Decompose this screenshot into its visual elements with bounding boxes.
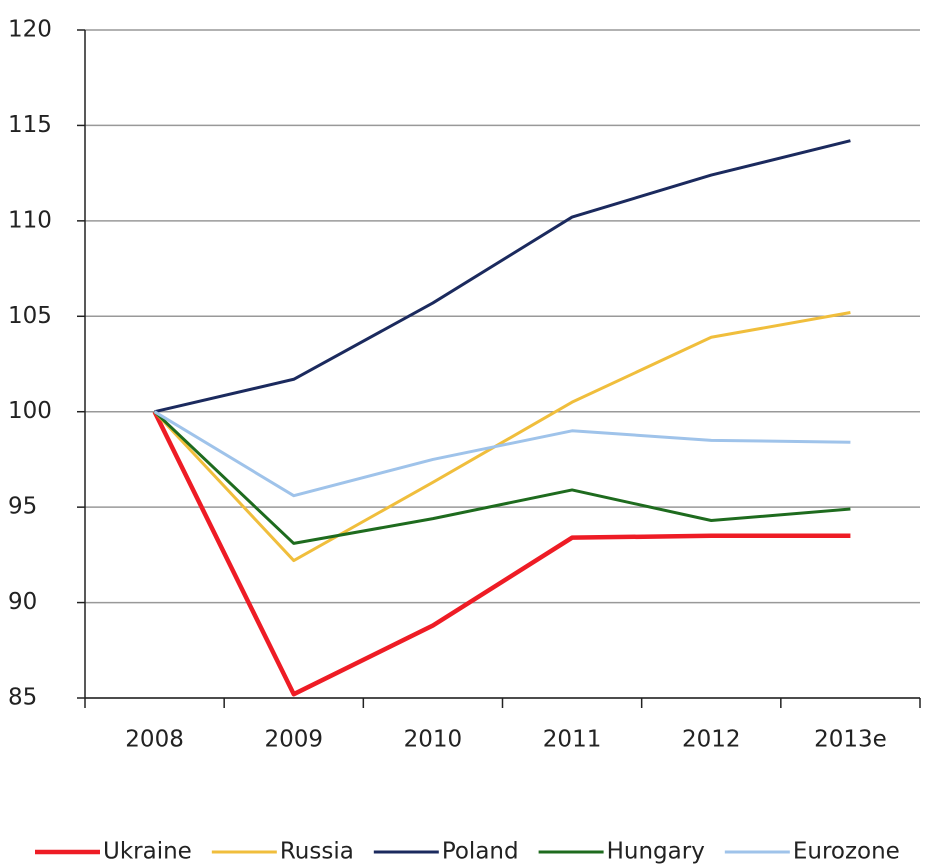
x-tick-label: 2009 bbox=[264, 727, 323, 753]
legend-label: Ukraine bbox=[103, 839, 192, 865]
legend-label: Eurozone bbox=[793, 839, 900, 865]
y-tick-label: 120 bbox=[8, 17, 52, 43]
legend-label: Hungary bbox=[607, 839, 705, 865]
y-tick-label: 90 bbox=[8, 589, 37, 615]
x-tick-label: 2013e bbox=[814, 727, 887, 753]
series-line bbox=[152, 410, 851, 697]
legend-label: Russia bbox=[280, 839, 354, 865]
y-tick-label: 105 bbox=[8, 303, 52, 329]
x-tick-label: 2012 bbox=[682, 727, 741, 753]
series-line bbox=[154, 139, 851, 414]
y-tick-label: 100 bbox=[8, 398, 52, 424]
series-line bbox=[153, 410, 851, 498]
series-line bbox=[153, 410, 851, 545]
y-tick-label: 115 bbox=[8, 112, 52, 138]
series-line bbox=[153, 310, 851, 563]
y-tick-label: 95 bbox=[8, 494, 37, 520]
y-tick-label: 85 bbox=[8, 685, 37, 711]
legend-label: Poland bbox=[442, 839, 519, 865]
x-tick-label: 2011 bbox=[543, 727, 602, 753]
x-tick-label: 2010 bbox=[404, 727, 463, 753]
x-tick-label: 2008 bbox=[125, 727, 184, 753]
y-tick-label: 110 bbox=[8, 207, 52, 233]
